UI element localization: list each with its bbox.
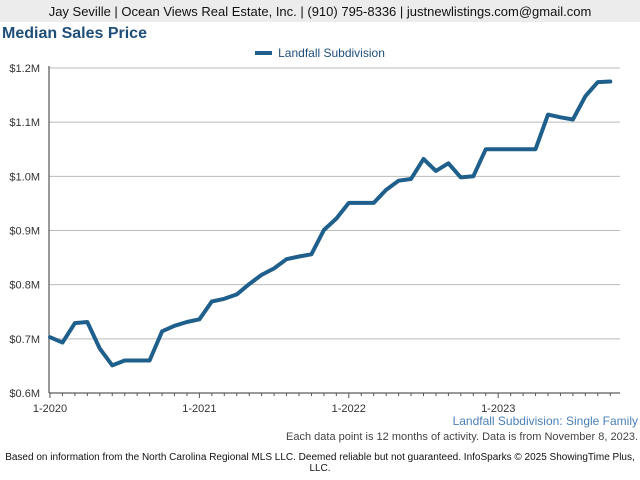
x-tick-label: 1-2023: [481, 403, 515, 415]
y-tick-label: $1.1M: [9, 117, 40, 129]
chart-title: Median Sales Price: [2, 25, 147, 42]
y-tick-label: $0.6M: [9, 388, 40, 400]
y-tick-label: $0.9M: [9, 226, 40, 238]
legend-swatch: [255, 51, 273, 55]
footer-disclaimer: Based on information from the North Caro…: [5, 452, 635, 474]
x-tick-label: 1-2022: [332, 403, 366, 415]
legend: Landfall Subdivision: [0, 44, 640, 62]
x-tick-label: 1-2021: [182, 403, 216, 415]
chart-subtitle: Landfall Subdivision: Single Family: [452, 414, 638, 428]
y-tick-label: $0.8M: [9, 280, 40, 292]
series-line-landfall-subdivision: [48, 79, 613, 368]
y-tick-label: $1.0M: [9, 171, 40, 183]
y-tick-label: $0.7M: [9, 334, 40, 346]
data-note: Each data point is 12 months of activity…: [286, 431, 638, 443]
y-tick-label: $1.2M: [9, 63, 40, 75]
header-contact-text: Jay Seville | Ocean Views Real Estate, I…: [48, 3, 592, 19]
x-tick-label: 1-2020: [33, 403, 67, 415]
legend-label: Landfall Subdivision: [278, 46, 385, 60]
header-bar: Jay Seville | Ocean Views Real Estate, I…: [0, 0, 640, 22]
